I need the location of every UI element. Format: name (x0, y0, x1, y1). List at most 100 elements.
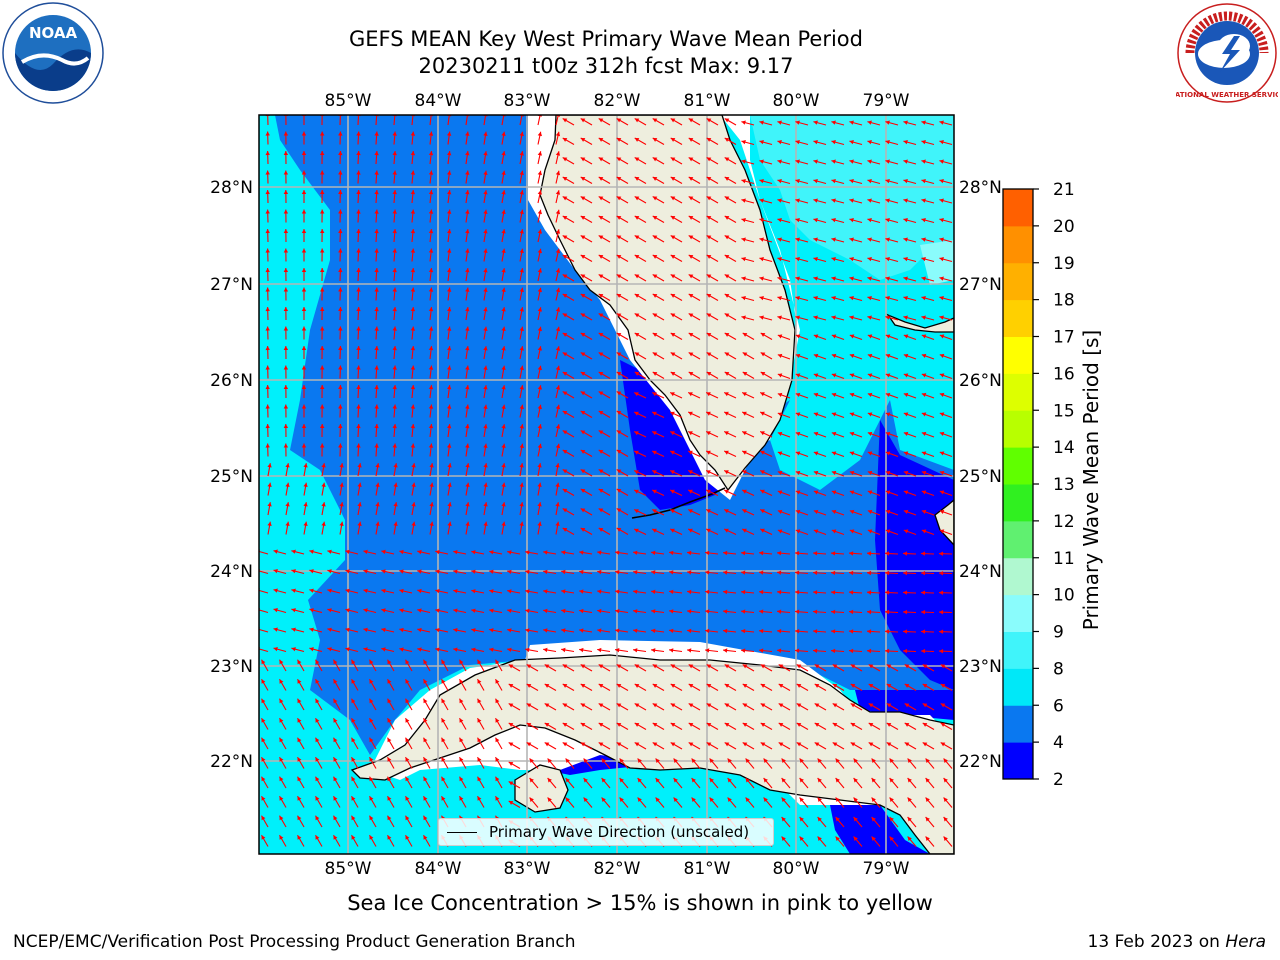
wave-arrow-head (616, 489, 622, 493)
wave-arrow-head (634, 255, 640, 259)
wave-arrow-head (580, 235, 586, 240)
wave-arrow-head (616, 177, 622, 181)
wave-arrow-head (903, 315, 908, 320)
wave-arrow (411, 115, 414, 126)
wave-arrow-head (447, 131, 452, 136)
wave-arrow-head (651, 609, 656, 614)
period-zone-4-6 (275, 115, 954, 755)
lat-label: 24°N (959, 562, 1002, 582)
wave-arrow-head (477, 757, 482, 762)
wave-arrow-head (417, 569, 422, 574)
wave-arrow-head (447, 502, 452, 507)
wave-arrow-head (537, 521, 542, 526)
wave-arrow-head (441, 796, 446, 801)
wave-arrow-head (315, 737, 320, 743)
wave-arrow-head (465, 482, 470, 487)
wave-arrow-head (885, 590, 890, 595)
wave-arrow-head (356, 424, 361, 429)
wave-arrow-head (885, 296, 890, 301)
wave-arrow-head (562, 528, 568, 532)
wave-arrow-head (315, 679, 320, 684)
wave-arrow-head (265, 385, 270, 390)
lat-label: 23°N (959, 657, 1002, 677)
wave-arrow-head (867, 373, 873, 378)
wave-arrow-head (778, 664, 784, 669)
wave-arrow-head (508, 762, 514, 766)
wave-arrow-head (940, 703, 946, 708)
wave-arrow-head (759, 237, 764, 242)
colorbar-tick-label: 16 (1053, 364, 1075, 384)
wave-arrow-head (356, 307, 361, 312)
wave-arrow-head (813, 179, 818, 184)
wave-arrow-head (441, 776, 446, 782)
colorbar-tick-label: 14 (1053, 438, 1075, 458)
wave-arrow-head (760, 431, 765, 436)
wave-arrow-head (301, 287, 307, 292)
wave-arrow-head (885, 120, 890, 125)
wave-arrow-head (723, 570, 728, 575)
wave-arrow-head (392, 151, 397, 156)
wave-arrow-head (795, 590, 800, 595)
wave-arrow-head (544, 684, 550, 688)
wave-arrow-head (795, 609, 800, 614)
wave-arrow-head (356, 443, 361, 448)
wave-arrow-head (867, 218, 872, 223)
wave-arrow-head (447, 209, 452, 214)
wave-arrow-head (525, 628, 530, 633)
wave-arrow-head (742, 509, 747, 514)
wave-arrow-head (471, 569, 476, 574)
lon-label: 84°W (415, 859, 462, 879)
wave-arrow-head (338, 170, 343, 175)
wave-arrow-head (670, 196, 676, 201)
wave-arrow-head (939, 296, 944, 301)
wave-arrow-head (547, 778, 552, 783)
wave-arrow-head (261, 757, 266, 762)
wave-arrow-head (555, 365, 561, 371)
wave-arrow-head (724, 235, 730, 240)
wave-arrow-head (831, 159, 836, 164)
wave-arrow-head (537, 229, 542, 234)
wave-arrow-head (616, 684, 622, 688)
wave-arrow-head (465, 248, 470, 253)
wave-arrow-head (410, 229, 416, 234)
colorbar-tick-label: 13 (1053, 475, 1075, 495)
wave-arrow-head (483, 482, 488, 487)
wave-arrow-head (283, 268, 289, 272)
wave-arrow-head (435, 550, 440, 555)
wave-arrow-head (543, 550, 548, 555)
wave-arrow-head (597, 628, 602, 633)
wave-arrow-head (741, 628, 746, 634)
wave-arrow-head (939, 392, 945, 397)
wave-arrow-head (669, 648, 674, 653)
wave-arrow-head (423, 659, 428, 665)
wave-arrow-head (939, 610, 944, 615)
wave-arrow-head (601, 758, 606, 763)
wave-arrow-head (579, 550, 584, 555)
wave-arrow-head (320, 209, 325, 214)
wave-arrow-head (525, 647, 530, 653)
wave-arrow-head (688, 703, 694, 708)
wave-arrow-head (327, 569, 332, 574)
wave-arrow-head (265, 190, 270, 195)
wave-arrow-head (889, 758, 894, 763)
wave-arrow-head (849, 120, 854, 125)
wave-arrow-head (691, 758, 696, 763)
wave-arrow (259, 609, 269, 614)
wave-arrow-head (562, 216, 568, 220)
wave-arrow-head (447, 443, 452, 448)
wave-arrow-head (399, 608, 404, 613)
wave-arrow-head (885, 373, 891, 378)
wave-arrow-head (849, 648, 854, 654)
wave-arrow-head (832, 742, 838, 747)
isla-juventud-land (514, 764, 569, 813)
wave-arrow-head (392, 248, 397, 253)
wave-arrow-head (459, 659, 464, 665)
wave-arrow-head (508, 664, 514, 669)
wave-arrow-head (297, 815, 302, 821)
wave-arrow-head (634, 216, 640, 220)
wave-arrow-head (369, 659, 374, 665)
wave-arrow-head (410, 307, 416, 312)
wave-arrow-head (795, 334, 801, 339)
wave-arrow-head (495, 718, 500, 723)
